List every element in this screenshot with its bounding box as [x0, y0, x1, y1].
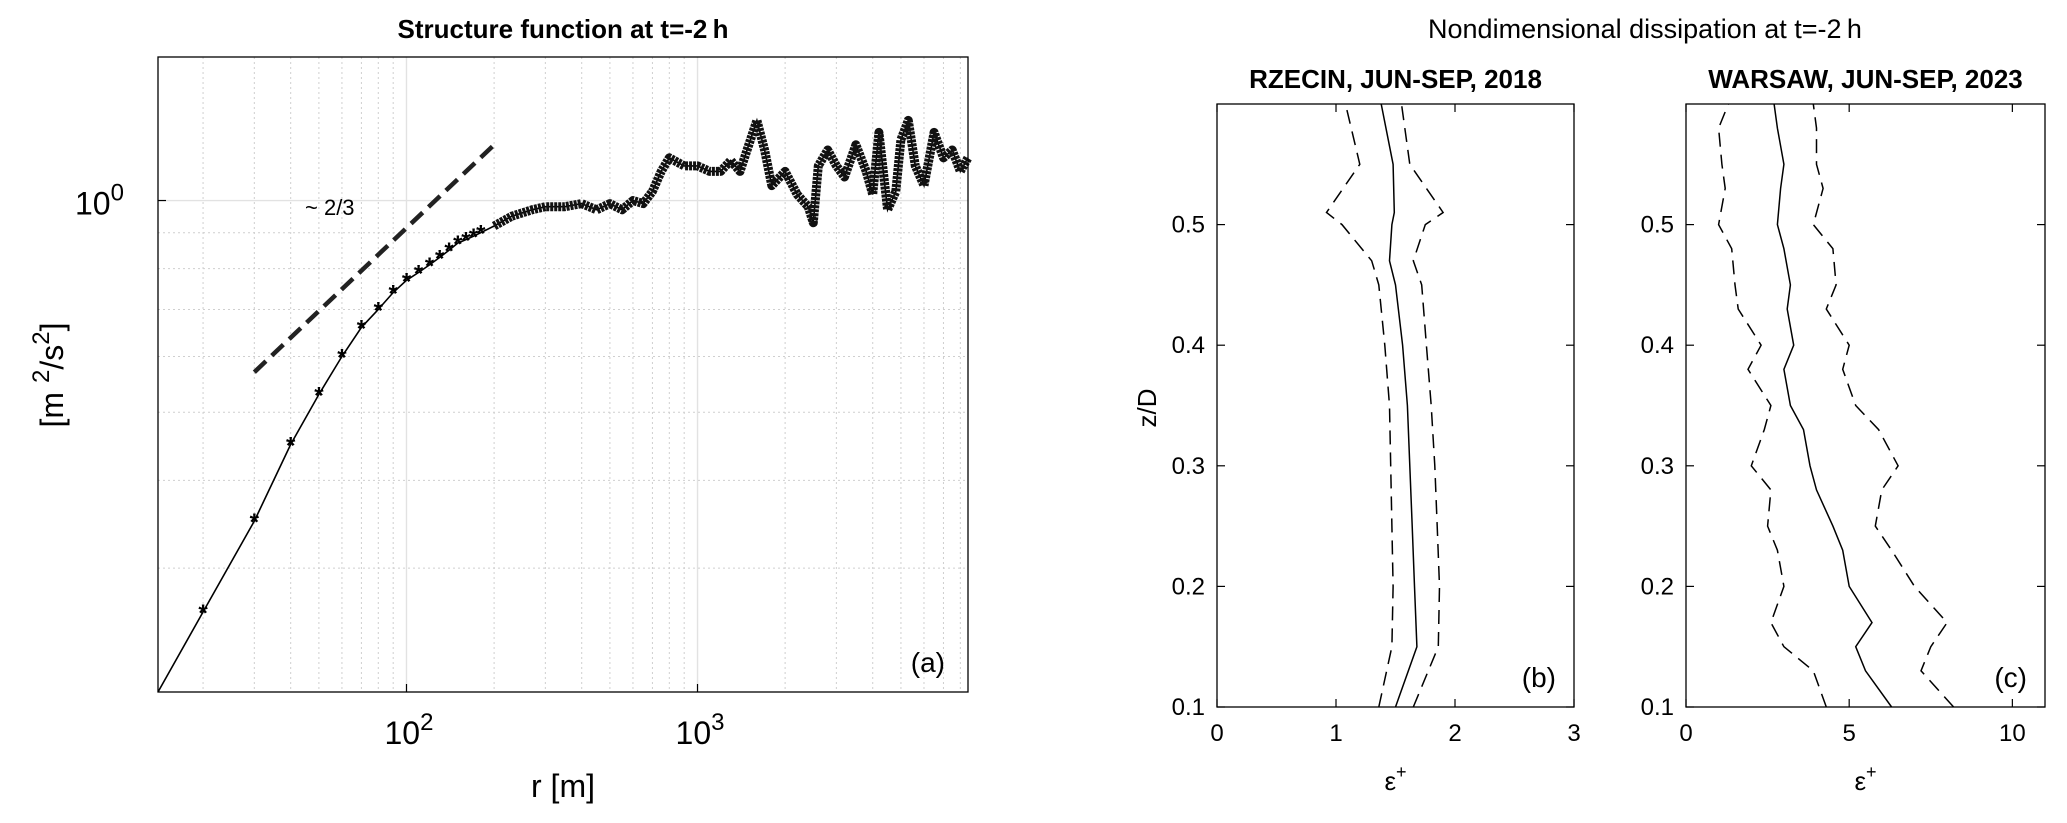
data-marker: *: [425, 253, 435, 280]
panel-a-title: Structure function at t=-2 h: [398, 14, 729, 44]
panel-b-mean-line: [1380, 103, 1418, 708]
panel-b-label: (b): [1522, 662, 1556, 693]
panel-a-label: (a): [911, 647, 945, 678]
panel-a-grid: [158, 57, 968, 693]
data-marker: *: [444, 238, 454, 265]
y-tick-label: 0.1: [1172, 694, 1205, 721]
y-tick-label: 0.4: [1641, 332, 1674, 359]
panel-c-upper-line: [1812, 103, 1955, 708]
x-tick-label: 103: [676, 709, 725, 751]
y-tick-label: 0.4: [1172, 332, 1205, 359]
x-tick-label-exp: 3: [711, 709, 724, 736]
data-marker: *: [461, 228, 471, 255]
y-tick-label: 0.3: [1172, 453, 1205, 480]
x-tick-label: 5: [1843, 720, 1856, 747]
panel-c-title: WARSAW, JUN-SEP, 2023: [1708, 64, 2023, 94]
data-marker: *: [286, 432, 296, 459]
panel-c-xlabel: ε+: [1854, 762, 1876, 796]
data-marker: *: [469, 224, 479, 251]
y-tick-label: 0.5: [1641, 212, 1674, 239]
panel-a-ylabel: [m 2/s2]: [28, 323, 70, 428]
structure-function-line: [157, 117, 969, 693]
slope-reference-line: [252, 143, 496, 374]
y-tick-label-base: 10: [75, 186, 111, 222]
xlabel-symbol: ε: [1854, 766, 1866, 796]
panel-b-ylabel: z/D: [1132, 389, 1162, 428]
data-marker: *: [402, 268, 412, 295]
panel-b-xlabel: ε+: [1384, 762, 1406, 796]
data-marker: *: [435, 245, 445, 272]
data-marker: *: [337, 345, 347, 372]
xlabel-symbol: ε: [1384, 766, 1396, 796]
ylabel-part: 2: [28, 331, 55, 344]
axes-box: [157, 56, 969, 693]
y-tick-label: 0.3: [1641, 453, 1674, 480]
data-marker: *: [453, 231, 463, 258]
data-marker: *: [198, 600, 208, 627]
x-tick-label: 102: [384, 709, 433, 751]
x-tick-label: 2: [1448, 720, 1461, 747]
x-tick-label: 1: [1329, 720, 1342, 747]
panel-c-label: (c): [1994, 662, 2027, 693]
data-marker: *: [374, 297, 384, 324]
x-tick-label: 3: [1567, 720, 1580, 747]
panel-b-title: RZECIN, JUN-SEP, 2018: [1249, 64, 1542, 94]
y-tick-label: 0.1: [1641, 694, 1674, 721]
slope-annotation: ~ 2/3: [305, 195, 355, 220]
data-marker: *: [314, 382, 324, 409]
data-marker: *: [476, 221, 486, 248]
y-tick-label: 0.5: [1172, 212, 1205, 239]
ylabel-part: 2: [28, 370, 55, 383]
x-tick-label-base: 10: [676, 715, 712, 751]
panel-c-lower-line: [1717, 103, 1828, 708]
xlabel-sup: +: [1866, 762, 1877, 782]
x-tick-label: 0: [1679, 720, 1692, 747]
x-tick-label-exp: 2: [420, 709, 433, 736]
y-tick-label: 100: [75, 180, 124, 222]
panel-b-lower-line: [1325, 103, 1394, 708]
ylabel-part: ]: [34, 323, 70, 332]
y-tick-label: 0.2: [1641, 573, 1674, 600]
x-tick-label: 0: [1210, 720, 1223, 747]
data-marker: *: [389, 280, 399, 307]
y-tick-label-exp: 0: [111, 180, 124, 207]
suptitle-dissipation: Nondimensional dissipation at t=-2 h: [1428, 14, 1862, 44]
panel-a-xlabel: r [m]: [531, 768, 595, 804]
data-marker: *: [250, 509, 260, 536]
data-marker: *: [357, 315, 367, 342]
structure-function-dense-markers: [491, 115, 972, 230]
ylabel-part: [m: [34, 383, 70, 427]
y-tick-label: 0.2: [1172, 573, 1205, 600]
panel-b-upper-line: [1400, 103, 1445, 708]
panel-c-mean-line: [1773, 103, 1893, 708]
panel-c-axes-box: [1685, 103, 2046, 708]
xlabel-sup: +: [1396, 762, 1407, 782]
x-tick-label-base: 10: [384, 715, 420, 751]
data-marker: *: [414, 261, 424, 288]
panel-b-axes-box: [1216, 103, 1575, 708]
ylabel-part: /s: [34, 345, 70, 370]
x-tick-label: 10: [1999, 720, 2026, 747]
